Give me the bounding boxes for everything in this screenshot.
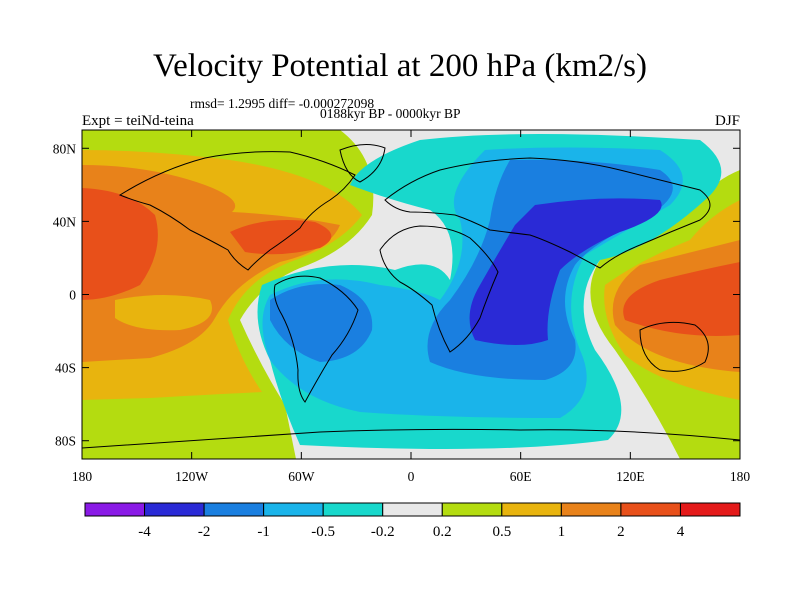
x-tick-label: 180 <box>72 469 93 484</box>
experiment-label: Expt = teiNd-teina <box>82 113 194 129</box>
australia-coast <box>639 321 709 372</box>
y-tick-label: 80S <box>55 434 76 449</box>
y-tick-label: 0 <box>69 288 76 303</box>
colorbar-label: -0.2 <box>371 524 395 540</box>
colorbar-label: -0.5 <box>311 524 335 540</box>
colorbar-label: 0.5 <box>492 524 511 540</box>
x-tick-label: 120E <box>616 469 645 484</box>
season-label: DJF <box>714 113 740 129</box>
axis-ticks: 180 120W 60W 0 60E 120E 180 80N 40N 0 40S 80S <box>53 130 751 484</box>
colorbar-label: 2 <box>617 524 625 540</box>
colorbar-label: -2 <box>198 524 211 540</box>
africa-coast <box>379 225 499 353</box>
colorbar-swatch <box>620 502 681 517</box>
y-tick-label: 80N <box>53 141 77 156</box>
pacific-inner-amber <box>115 295 212 331</box>
north-america-coast <box>118 151 356 271</box>
x-tick-label: 60W <box>288 469 315 484</box>
atlantic-positive-red <box>230 219 332 255</box>
colorbar-label: 1 <box>558 524 566 540</box>
south-america-coast <box>273 275 359 403</box>
antarctica-coast <box>82 428 740 449</box>
x-tick-label: 120W <box>175 469 208 484</box>
x-tick-label: 60E <box>510 469 532 484</box>
colorbar-swatch <box>84 502 146 517</box>
colorbar-swatch <box>322 502 384 517</box>
indopacific-positive-red <box>623 262 740 336</box>
greenland-coast <box>339 144 386 183</box>
map-title: Velocity Potential at 200 hPa (km2/s) <box>152 48 648 84</box>
coastlines <box>82 144 740 449</box>
stats-label: rmsd= 1.2995 diff= -0.000272098 <box>190 96 375 111</box>
colorbar-swatch <box>382 502 443 517</box>
colorbar-swatch <box>501 502 562 517</box>
colorbar-swatch <box>203 502 265 517</box>
colorbar-swatch <box>441 502 503 517</box>
pacific-positive-red <box>82 188 158 300</box>
negative-darkblue <box>469 198 662 345</box>
colorbar-swatch <box>560 502 622 517</box>
colorbar-swatch <box>679 502 741 517</box>
colorbar-swatch <box>144 502 205 517</box>
colorbar-label: -1 <box>257 524 270 540</box>
x-tick-label: 180 <box>730 469 751 484</box>
colorbar-label: 4 <box>677 524 685 540</box>
y-tick-label: 40S <box>55 361 76 376</box>
colorbar-label: 0.2 <box>433 524 452 540</box>
colorbar-label: -4 <box>138 524 151 540</box>
x-tick-label: 0 <box>408 469 415 484</box>
south-america-negative-blue <box>270 284 373 362</box>
eurasia-coast <box>384 157 711 269</box>
colorbar-swatch <box>263 502 324 517</box>
y-tick-label: 40N <box>53 214 77 229</box>
period-label: 0188kyr BP - 0000kyr BP <box>320 106 461 121</box>
